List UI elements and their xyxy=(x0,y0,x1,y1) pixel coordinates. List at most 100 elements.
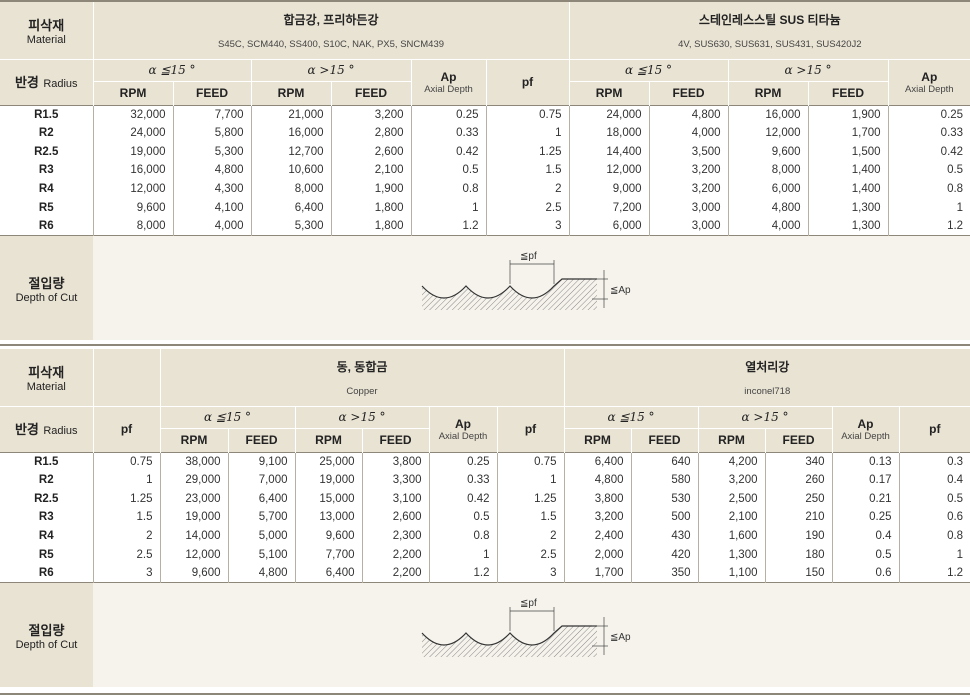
table-row: R3 16,000 4,800 10,600 2,100 0.5 1.5 12,000 3,20… xyxy=(0,161,970,180)
alpha-le-15-header-2: α ≦15 ° xyxy=(568,59,729,82)
table-cell: 3,200 xyxy=(648,161,729,180)
table-cell: 6,000 xyxy=(568,217,650,236)
table-cell: 3,200 xyxy=(697,470,765,490)
feed-header: FEED xyxy=(648,81,729,105)
table-cell: 1 xyxy=(428,545,497,565)
table-cell: 2,200 xyxy=(361,564,429,583)
cutting-table-1: 피삭재 Material 합금강, 프리하든강 S45C, SCM440, SS… xyxy=(0,2,970,340)
table-cell: 1.25 xyxy=(485,142,570,162)
rpm-header: RPM xyxy=(92,81,173,105)
feed-header: FEED xyxy=(227,428,295,452)
table-cell: 8,000 xyxy=(92,217,173,236)
table-cell: 5,800 xyxy=(172,123,251,143)
depth-of-cut-diagram: ≦pf ≦Ap xyxy=(93,582,970,687)
table-cell: 16,000 xyxy=(727,104,809,124)
table-cell: 2 xyxy=(496,526,564,546)
table-cell: 3,500 xyxy=(648,142,729,162)
table-cell: 2,400 xyxy=(563,526,631,546)
table-cell: 350 xyxy=(630,564,698,583)
cut-profile-diagram: ≦pf ≦Ap xyxy=(421,251,631,311)
radius-cell: R2 xyxy=(38,127,54,140)
rpm-header: RPM xyxy=(563,428,631,452)
table-cell: 9,000 xyxy=(568,179,650,199)
depth-of-cut-label: 절입량 Depth of Cut xyxy=(0,235,93,340)
table-cell: 0.5 xyxy=(831,545,899,565)
table-cell: 0.8 xyxy=(428,526,497,546)
table-cell: 580 xyxy=(630,470,698,490)
feed-header: FEED xyxy=(630,428,698,452)
table-cell: 0.8 xyxy=(898,526,970,546)
radius-cell: R3 xyxy=(38,164,54,177)
table-cell: 190 xyxy=(764,526,832,546)
table-cell: 24,000 xyxy=(92,123,173,143)
empty-header xyxy=(92,349,160,407)
table-cell: 5,000 xyxy=(227,526,295,546)
table-cell: 25,000 xyxy=(294,451,362,471)
table-cell: 38,000 xyxy=(159,451,228,471)
table-cell: 10,600 xyxy=(250,161,331,180)
material-label: 피삭재 Material xyxy=(0,2,93,60)
table-cell: 6,400 xyxy=(250,198,331,218)
radius-cell: R5 xyxy=(38,201,54,214)
table-cell: 29,000 xyxy=(159,470,228,490)
table-cell: 4,100 xyxy=(172,198,251,218)
table-cell: 3,000 xyxy=(648,198,729,218)
table-cell: 9,600 xyxy=(92,198,173,218)
pf-header: pf xyxy=(92,406,160,452)
table-cell: 1.25 xyxy=(92,489,160,509)
table-row: R5 9,600 4,100 6,400 1,800 1 2.5 7,200 3,000 4,80… xyxy=(0,198,970,218)
radius-cell: R1.5 xyxy=(0,451,93,471)
table-cell: 5,300 xyxy=(172,142,251,162)
table-cell: 2,600 xyxy=(361,508,429,527)
depth-of-cut-diagram: ≦pf ≦Ap xyxy=(93,235,970,340)
table-cell: 6,000 xyxy=(727,179,809,199)
table-cell: 1 xyxy=(898,545,970,565)
table-cell: 0.8 xyxy=(410,179,486,199)
table-cell: 0.6 xyxy=(898,508,970,527)
table-cell: 3 xyxy=(496,564,564,583)
pf-dimension-label: ≦pf xyxy=(520,251,537,262)
depth-of-cut-label: 절입량 Depth of Cut xyxy=(0,582,93,687)
table-cell: 12,000 xyxy=(159,545,228,565)
table-cell: 260 xyxy=(764,470,832,490)
table-row: R4 2 14,000 5,000 9,600 2,300 0.8 2 2,400 430 1,60… xyxy=(0,526,970,546)
table-cell: 1,300 xyxy=(807,198,889,218)
table-cell: 210 xyxy=(764,508,832,527)
table-row: R6 3 9,600 4,800 6,400 2,200 1.2 3 1,700 350 1,100… xyxy=(0,564,970,583)
table-cell: 0.21 xyxy=(831,489,899,509)
table-cell: 1.5 xyxy=(92,508,160,527)
cut-profile-diagram: ≦pf ≦Ap xyxy=(421,598,631,658)
table-cell: 9,600 xyxy=(727,142,809,162)
table-cell: 1,100 xyxy=(697,564,765,583)
radius-cell: R2.5 xyxy=(34,492,59,505)
table-cell: 1,300 xyxy=(697,545,765,565)
pf-header: pf xyxy=(485,59,570,105)
table-cell: 21,000 xyxy=(250,104,331,124)
radius-cell: R6 xyxy=(38,567,54,580)
table-cell: 2,600 xyxy=(330,142,411,162)
table-cell: 0.13 xyxy=(831,451,899,471)
table-row: R2.5 19,000 5,300 12,700 2,600 0.42 1.25 14,400… xyxy=(0,142,970,162)
table-cell: 6,400 xyxy=(563,451,631,471)
table-cell: 3 xyxy=(485,217,570,236)
rpm-header: RPM xyxy=(568,81,650,105)
table-cell: 0.33 xyxy=(410,123,486,143)
table-cell: 0.33 xyxy=(887,123,970,143)
table-cell: 1.5 xyxy=(485,161,570,180)
table-cell: 2,500 xyxy=(697,489,765,509)
table-cell: 2.5 xyxy=(92,545,160,565)
radius-cell: R2 xyxy=(38,474,54,487)
table-cell: 16,000 xyxy=(92,161,173,180)
table-cell: 4,300 xyxy=(172,179,251,199)
table-cell: 0.25 xyxy=(887,104,970,124)
radius-cell: R2.5 xyxy=(34,145,59,158)
table-row: R6 8,000 4,000 5,300 1,800 1.2 3 6,000 3,000 4,00… xyxy=(0,217,970,236)
table-row: R2 24,000 5,800 16,000 2,800 0.33 1 18,000 4,000… xyxy=(0,123,970,143)
table-cell: 0.75 xyxy=(496,451,564,471)
feed-header: FEED xyxy=(330,81,411,105)
group-copper: 동, 동합금 Copper xyxy=(159,349,564,407)
table-cell: 0.42 xyxy=(428,489,497,509)
table-cell: 6,400 xyxy=(227,489,295,509)
table-cell: 32,000 xyxy=(92,104,173,124)
table-cell: 1.5 xyxy=(496,508,564,527)
